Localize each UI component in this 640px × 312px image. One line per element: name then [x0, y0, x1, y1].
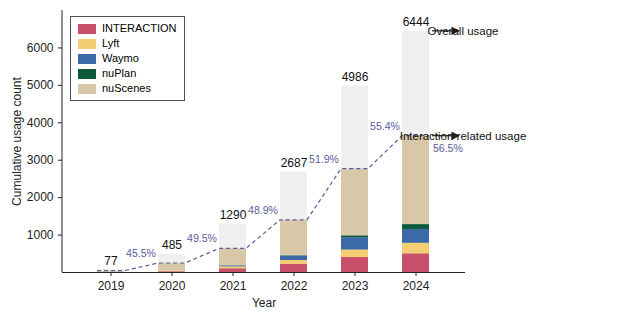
svg-text:Cumulative usage count: Cumulative usage count — [10, 76, 24, 205]
svg-text:1290: 1290 — [220, 208, 247, 222]
svg-text:2020: 2020 — [159, 279, 186, 293]
svg-text:51.9%: 51.9% — [309, 153, 339, 165]
svg-text:2024: 2024 — [403, 279, 430, 293]
svg-text:4000: 4000 — [27, 116, 54, 130]
svg-text:45.5%: 45.5% — [126, 247, 156, 259]
svg-text:55.4%: 55.4% — [370, 120, 400, 132]
html-text:INTERACTION: INTERACTION — [102, 22, 177, 34]
svg-text:3000: 3000 — [27, 153, 54, 167]
svg-text:Overall usage: Overall usage — [428, 25, 499, 37]
svg-text:2000: 2000 — [27, 190, 54, 204]
svg-text:1000: 1000 — [27, 228, 54, 242]
svg-text:2687: 2687 — [281, 156, 308, 170]
svg-text:6000: 6000 — [27, 41, 54, 55]
svg-text:485: 485 — [162, 238, 182, 252]
svg-text:4986: 4986 — [342, 70, 369, 84]
svg-text:48.9%: 48.9% — [248, 204, 278, 216]
svg-text:2022: 2022 — [281, 279, 308, 293]
html-text:Waymo: Waymo — [102, 52, 139, 64]
html-text:Lyft: Lyft — [102, 37, 120, 49]
svg-text:56.5%: 56.5% — [433, 142, 463, 154]
html-text:nuPlan: nuPlan — [102, 67, 137, 79]
svg-text:2023: 2023 — [342, 279, 369, 293]
svg-text:5000: 5000 — [27, 78, 54, 92]
svg-text:77: 77 — [104, 254, 118, 268]
svg-text:2021: 2021 — [220, 279, 247, 293]
svg-text:6444: 6444 — [403, 15, 430, 29]
svg-text:Year: Year — [252, 296, 276, 310]
svg-text:2019: 2019 — [98, 279, 125, 293]
svg-text:Interaction related usage: Interaction related usage — [400, 130, 527, 142]
html-text:nuScenes: nuScenes — [102, 82, 151, 94]
svg-text:49.5%: 49.5% — [187, 232, 217, 244]
